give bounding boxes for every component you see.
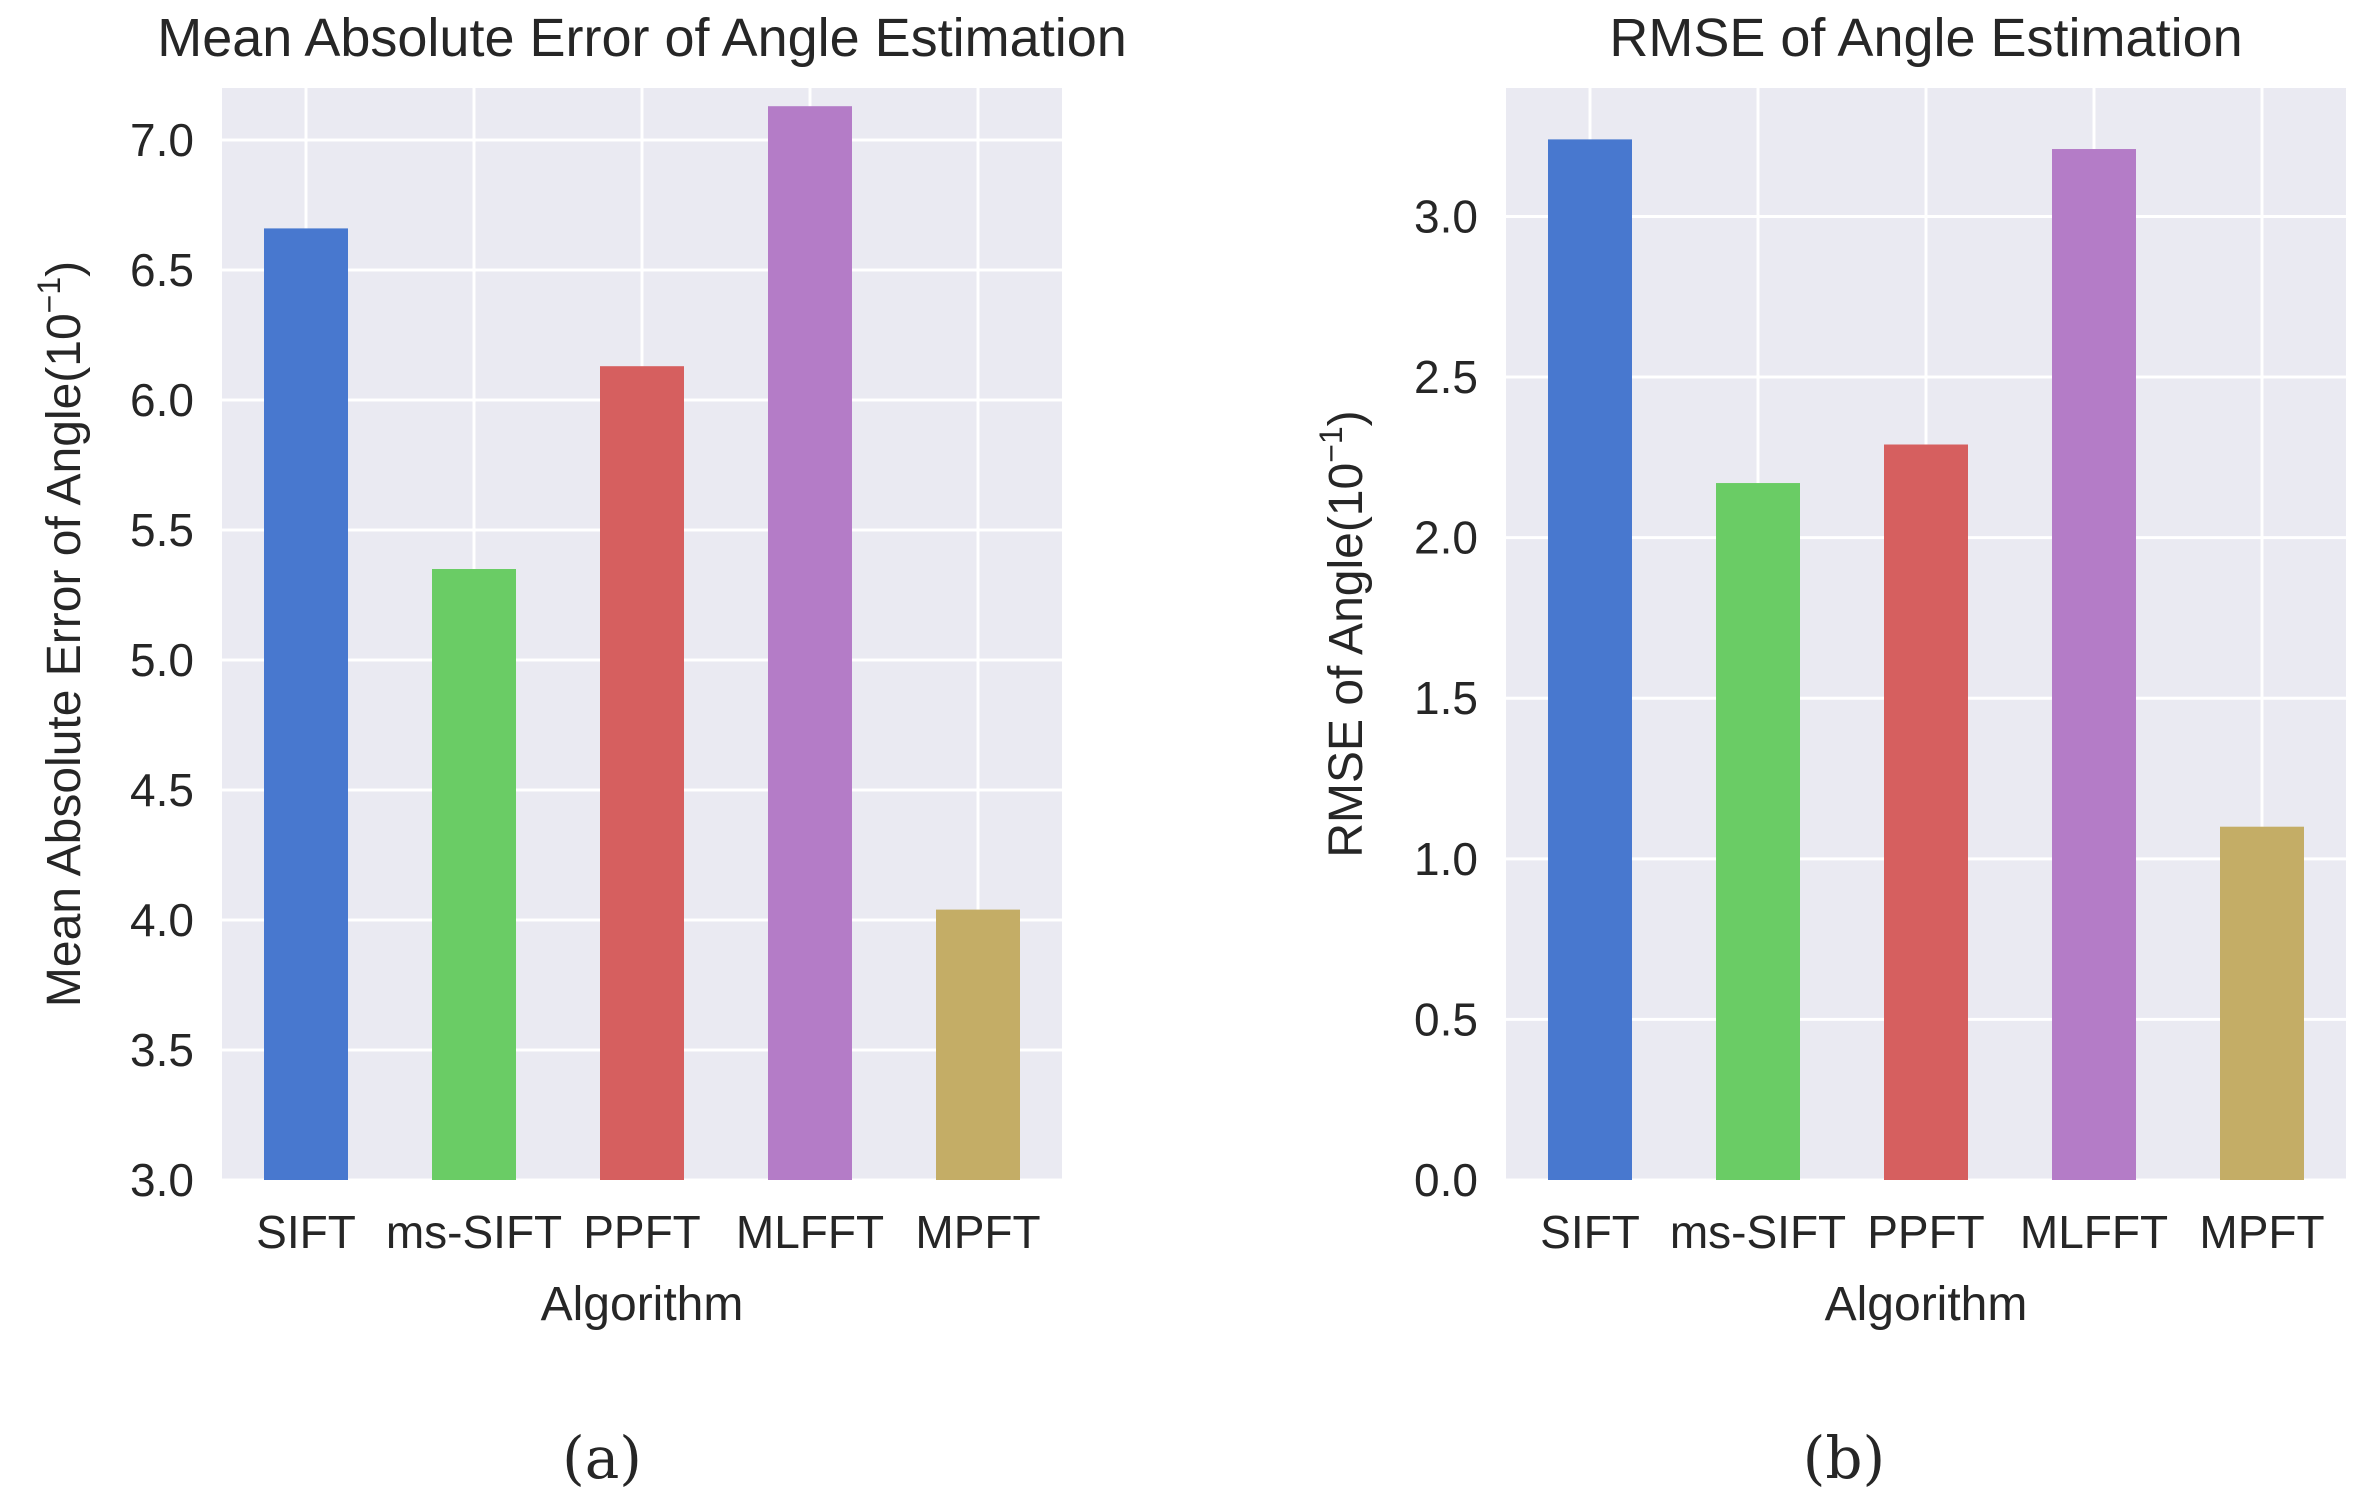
y-tick-label: 1.5 xyxy=(1414,672,1478,724)
chart-panel-mae: 3.0 3.5 4.0 4.5 5.0 5.5 6.0 6.5 7.0 SIFT ms-SIFT P… xyxy=(31,8,1127,1492)
y-tick-labels: 3.0 3.5 4.0 4.5 5.0 5.5 6.0 6.5 7.0 xyxy=(130,114,194,1206)
bar-ppft xyxy=(1884,444,1968,1181)
bar-sift xyxy=(1548,139,1632,1181)
y-axis-label: RMSE of Angle(10−1) xyxy=(1313,410,1373,857)
y-tick-label: 0.0 xyxy=(1414,1154,1478,1206)
y-tick-label: 6.0 xyxy=(130,374,194,426)
bar-ppft xyxy=(600,366,684,1180)
y-tick-label: 7.0 xyxy=(130,114,194,166)
y-axis-label-exponent: −1 xyxy=(31,277,67,313)
x-axis-label: Algorithm xyxy=(541,1278,744,1331)
y-tick-label: 6.5 xyxy=(130,244,194,296)
panel-label-b: (b) xyxy=(1803,1424,1885,1492)
panel-label-a: (a) xyxy=(562,1424,642,1492)
y-tick-label: 3.5 xyxy=(130,1024,194,1076)
y-tick-label: 4.5 xyxy=(130,764,194,816)
y-tick-label: 4.0 xyxy=(130,894,194,946)
bars xyxy=(264,106,1020,1181)
x-tick-label: SIFT xyxy=(256,1206,356,1258)
y-axis-label-text: Mean Absolute Error of Angle(10 xyxy=(38,313,91,1007)
bar-mlfft xyxy=(2052,149,2136,1180)
x-tick-label: ms-SIFT xyxy=(1670,1206,1846,1258)
x-tick-labels: SIFT ms-SIFT PPFT MLFFT MPFT xyxy=(256,1206,1040,1258)
y-tick-label: 2.5 xyxy=(1414,351,1478,403)
x-tick-label: MLFFT xyxy=(2020,1206,2168,1258)
y-tick-label: 0.5 xyxy=(1414,993,1478,1045)
bar-sift xyxy=(264,228,348,1180)
bar-ms-sift xyxy=(1716,483,1800,1180)
y-axis-label-exponent: −1 xyxy=(1313,426,1349,462)
x-tick-label: PPFT xyxy=(583,1206,701,1258)
x-tick-label: ms-SIFT xyxy=(386,1206,562,1258)
y-tick-label: 2.0 xyxy=(1414,512,1478,564)
y-tick-label: 5.5 xyxy=(130,504,194,556)
y-axis-label: Mean Absolute Error of Angle(10−1) xyxy=(31,261,91,1007)
x-axis-label: Algorithm xyxy=(1825,1278,2028,1331)
y-axis-label-text: RMSE of Angle(10 xyxy=(1320,463,1373,858)
chart-title: RMSE of Angle Estimation xyxy=(1609,8,2242,68)
y-tick-label: 5.0 xyxy=(130,634,194,686)
y-tick-labels: 0.0 0.5 1.0 1.5 2.0 2.5 3.0 xyxy=(1414,190,1478,1206)
bars xyxy=(1548,139,2304,1181)
bar-ms-sift xyxy=(432,569,516,1180)
x-tick-labels: SIFT ms-SIFT PPFT MLFFT MPFT xyxy=(1540,1206,2324,1258)
chart-title: Mean Absolute Error of Angle Estimation xyxy=(157,8,1127,68)
bar-mpft xyxy=(2220,826,2304,1180)
x-tick-label: MPFT xyxy=(2199,1206,2324,1258)
x-tick-label: SIFT xyxy=(1540,1206,1640,1258)
chart-panel-rmse: 0.0 0.5 1.0 1.5 2.0 2.5 3.0 SIFT ms-SIFT PPFT MLF… xyxy=(1313,8,2346,1492)
y-tick-label: 3.0 xyxy=(1414,190,1478,242)
y-tick-label: 3.0 xyxy=(130,1154,194,1206)
bar-mlfft xyxy=(768,106,852,1181)
bar-mpft xyxy=(936,909,1020,1180)
y-axis-label-close: ) xyxy=(1320,410,1373,426)
y-tick-label: 1.0 xyxy=(1414,833,1478,885)
x-tick-label: MLFFT xyxy=(736,1206,884,1258)
y-axis-label-close: ) xyxy=(38,261,91,277)
x-tick-label: PPFT xyxy=(1867,1206,1985,1258)
x-tick-label: MPFT xyxy=(915,1206,1040,1258)
